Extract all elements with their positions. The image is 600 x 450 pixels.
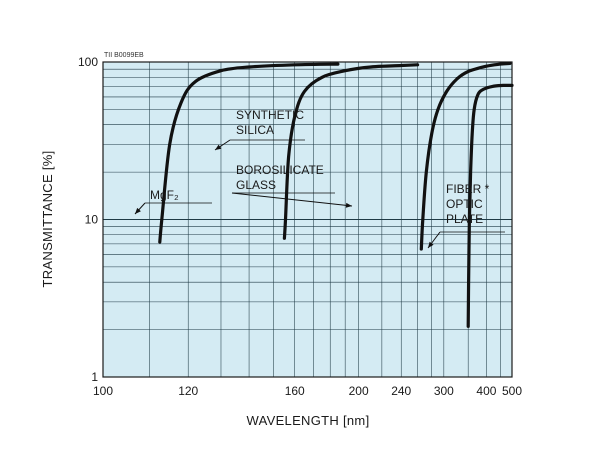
annotation-label: MgF₂	[150, 188, 179, 202]
x-tick-label: 120	[178, 384, 198, 398]
annotation-label: SILICA	[236, 123, 274, 137]
y-tick-label: 10	[85, 213, 99, 227]
x-tick-label: 100	[93, 384, 113, 398]
annotation-label: BOROSILICATE	[236, 163, 324, 177]
x-tick-label: 300	[434, 384, 454, 398]
annotation-label: SYNTHETIC	[236, 108, 304, 122]
annotation-arrowhead	[345, 202, 352, 208]
x-tick-label: 160	[285, 384, 305, 398]
x-tick-label: 200	[349, 384, 369, 398]
grid	[103, 62, 512, 377]
y-axis-title: TRANSMITTANCE [%]	[40, 150, 55, 287]
annotation-label: PLATE	[446, 212, 483, 226]
x-tick-label: 240	[391, 384, 411, 398]
annotation-arrowhead	[428, 241, 434, 248]
x-axis-title: WAVELENGTH [nm]	[247, 413, 370, 428]
series-line-synthetic-silica	[282, 63, 420, 240]
plot-frame	[102, 61, 513, 378]
annotation-arrowhead	[215, 144, 222, 150]
annotation-label: GLASS	[236, 178, 276, 192]
x-tick-label: 400	[476, 384, 496, 398]
annotation-leader	[231, 192, 353, 207]
x-tick-label: 500	[502, 384, 522, 398]
annotation-arrowhead	[135, 207, 141, 214]
y-tick-label: 1	[91, 370, 98, 384]
annotation-label: OPTIC	[446, 197, 483, 211]
annotation-label: FIBER *	[446, 182, 490, 196]
tick-labels: 100 120 160 200 240 300 400 500 1 10 100	[78, 55, 522, 398]
chart-code: TII B0099EB	[104, 52, 144, 59]
y-tick-label: 100	[78, 55, 98, 69]
series-line-borosilicate-glass	[419, 61, 512, 251]
series-layer	[158, 61, 514, 328]
series-line-mgf2	[158, 62, 340, 244]
series-line-fiber-optic-plate	[466, 83, 514, 328]
